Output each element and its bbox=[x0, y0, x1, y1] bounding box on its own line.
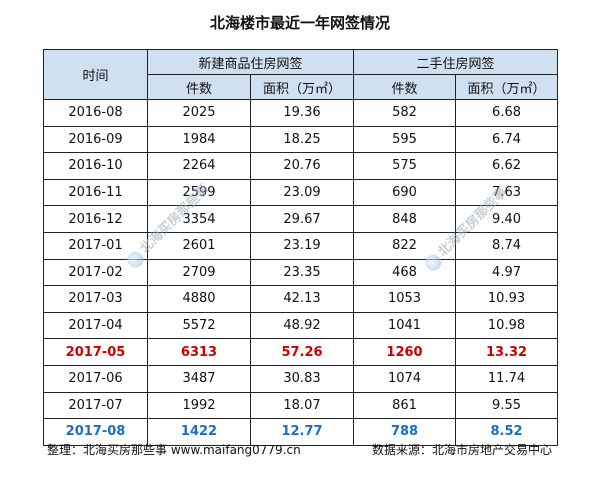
cell-new-area: 30.83 bbox=[249, 364, 355, 393]
cell-second-count: 822 bbox=[353, 231, 457, 260]
cell-second-count: 595 bbox=[353, 125, 457, 154]
table-body: 2016-08 2025 19.36 582 6.68 2016-09 1984 18.25 5… bbox=[43, 99, 559, 446]
cell-new-count: 3487 bbox=[147, 364, 251, 393]
cell-new-count: 1422 bbox=[147, 418, 251, 446]
cell-new-area: 23.09 bbox=[249, 178, 355, 207]
cell-new-count: 2025 bbox=[147, 99, 251, 127]
cell-second-area: 8.74 bbox=[455, 231, 559, 260]
cell-new-area: 12.77 bbox=[249, 418, 355, 446]
cell-second-area: 6.68 bbox=[455, 99, 559, 127]
cell-month: 2017-05 bbox=[43, 338, 148, 366]
table-row: 2016-12 3354 29.67 848 9.40 bbox=[43, 205, 559, 233]
cell-new-count: 2264 bbox=[147, 152, 251, 180]
table-row: 2016-10 2264 20.76 575 6.62 bbox=[43, 152, 559, 180]
header-second-area: 面积（万㎡） bbox=[455, 74, 559, 100]
table-row: 2017-08 1422 12.77 788 8.52 bbox=[43, 418, 559, 446]
table-row: 2016-09 1984 18.25 595 6.74 bbox=[43, 125, 559, 154]
cell-second-area: 4.97 bbox=[455, 258, 559, 287]
cell-new-area: 42.13 bbox=[249, 285, 355, 313]
data-table: 时间 新建商品住房网签 二手住房网签 件数 面积（万㎡） 件数 面积（万㎡） 2… bbox=[43, 49, 559, 446]
cell-second-count: 861 bbox=[353, 391, 457, 420]
cell-new-area: 29.67 bbox=[249, 205, 355, 233]
cell-second-area: 6.74 bbox=[455, 125, 559, 154]
table-row: 2017-02 2709 23.35 468 4.97 bbox=[43, 258, 559, 287]
cell-month: 2016-11 bbox=[43, 178, 148, 207]
header-new-count: 件数 bbox=[147, 74, 251, 100]
cell-new-area: 23.35 bbox=[249, 258, 355, 287]
cell-second-count: 1260 bbox=[353, 338, 457, 366]
cell-second-area: 6.62 bbox=[455, 152, 559, 180]
cell-new-count: 2601 bbox=[147, 231, 251, 260]
header-new-area: 面积（万㎡） bbox=[249, 74, 355, 100]
cell-month: 2017-04 bbox=[43, 311, 148, 340]
cell-new-count: 1992 bbox=[147, 391, 251, 420]
cell-second-count: 1053 bbox=[353, 285, 457, 313]
table-row: 2017-04 5572 48.92 1041 10.98 bbox=[43, 311, 559, 340]
cell-second-area: 7.63 bbox=[455, 178, 559, 207]
cell-month: 2017-07 bbox=[43, 391, 148, 420]
cell-second-count: 575 bbox=[353, 152, 457, 180]
page-title: 北海楼市最近一年网签情况 bbox=[209, 14, 390, 32]
cell-month: 2017-01 bbox=[43, 231, 148, 260]
cell-second-area: 9.55 bbox=[455, 391, 559, 420]
table-row: 2017-06 3487 30.83 1074 11.74 bbox=[43, 364, 559, 393]
table-row: 2017-05 6313 57.26 1260 13.32 bbox=[43, 338, 559, 366]
cell-second-area: 13.32 bbox=[455, 338, 559, 366]
table-row: 2017-07 1992 18.07 861 9.55 bbox=[43, 391, 559, 420]
cell-second-count: 1041 bbox=[353, 311, 457, 340]
cell-new-count: 3354 bbox=[147, 205, 251, 233]
footer-source: 数据来源：北海市房地产交易中心 bbox=[371, 443, 552, 457]
cell-new-count: 2599 bbox=[147, 178, 251, 207]
cell-second-area: 10.93 bbox=[455, 285, 559, 313]
table-row: 2017-01 2601 23.19 822 8.74 bbox=[43, 231, 559, 260]
cell-second-count: 788 bbox=[353, 418, 457, 446]
cell-second-area: 8.52 bbox=[455, 418, 559, 446]
cell-new-area: 48.92 bbox=[249, 311, 355, 340]
header-time: 时间 bbox=[43, 49, 148, 100]
cell-month: 2016-08 bbox=[43, 99, 148, 127]
cell-month: 2017-06 bbox=[43, 364, 148, 393]
cell-second-area: 11.74 bbox=[455, 364, 559, 393]
cell-new-area: 57.26 bbox=[249, 338, 355, 366]
cell-second-count: 690 bbox=[353, 178, 457, 207]
cell-second-area: 10.98 bbox=[455, 311, 559, 340]
header-group-new: 新建商品住房网签 bbox=[146, 49, 355, 75]
cell-month: 2016-10 bbox=[43, 152, 148, 180]
cell-new-area: 20.76 bbox=[249, 152, 355, 180]
cell-second-count: 1074 bbox=[353, 364, 457, 393]
cell-new-count: 4880 bbox=[147, 285, 251, 313]
cell-month: 2017-02 bbox=[43, 258, 148, 287]
cell-new-area: 18.07 bbox=[249, 391, 355, 420]
table-row: 2016-11 2599 23.09 690 7.63 bbox=[43, 178, 559, 207]
cell-new-area: 23.19 bbox=[249, 231, 355, 260]
cell-second-area: 9.40 bbox=[455, 205, 559, 233]
cell-new-area: 19.36 bbox=[249, 99, 355, 127]
cell-month: 2017-03 bbox=[43, 285, 148, 313]
header-group-second: 二手住房网签 bbox=[353, 49, 559, 75]
cell-new-count: 5572 bbox=[147, 311, 251, 340]
cell-second-count: 582 bbox=[353, 99, 457, 127]
header-second-count: 件数 bbox=[353, 74, 457, 100]
table-header: 时间 新建商品住房网签 二手住房网签 件数 面积（万㎡） 件数 面积（万㎡） bbox=[43, 49, 559, 100]
table-row: 2016-08 2025 19.36 582 6.68 bbox=[43, 99, 559, 127]
cell-new-count: 6313 bbox=[147, 338, 251, 366]
cell-month: 2016-12 bbox=[43, 205, 148, 233]
cell-new-count: 2709 bbox=[147, 258, 251, 287]
cell-second-count: 848 bbox=[353, 205, 457, 233]
cell-new-area: 18.25 bbox=[249, 125, 355, 154]
table-row: 2017-03 4880 42.13 1053 10.93 bbox=[43, 285, 559, 313]
cell-second-count: 468 bbox=[353, 258, 457, 287]
cell-new-count: 1984 bbox=[147, 125, 251, 154]
footer-credit: 整理：北海买房那些事 www.maifang0779.cn bbox=[47, 443, 301, 457]
cell-month: 2017-08 bbox=[43, 418, 148, 446]
cell-month: 2016-09 bbox=[43, 125, 148, 154]
